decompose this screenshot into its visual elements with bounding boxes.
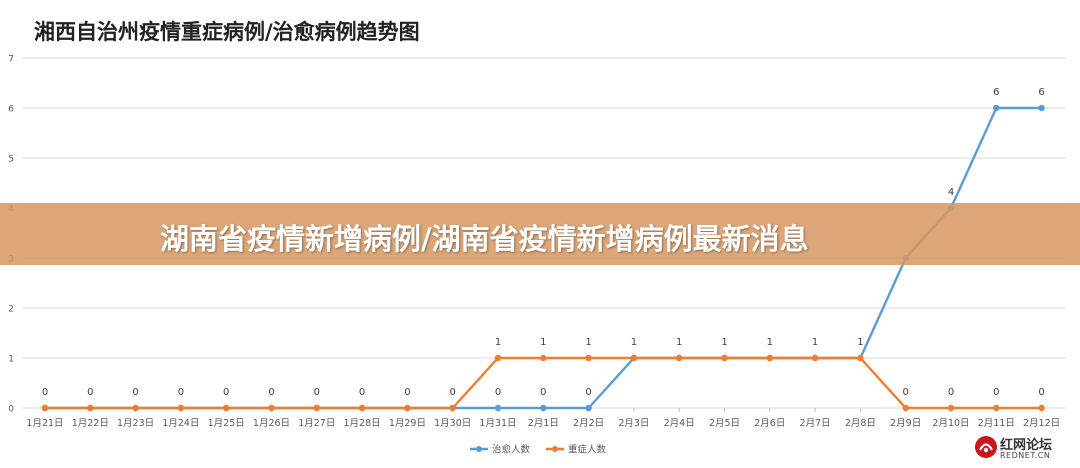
data-label: 0 [585, 387, 591, 398]
banner-text: 湖南省疫情新增病例/湖南省疫情新增病例最新消息 [160, 222, 809, 256]
x-tick-label: 1月31日 [479, 418, 516, 429]
x-tick-label: 2月10日 [932, 418, 969, 429]
data-point [41, 404, 49, 412]
data-point [449, 404, 456, 412]
data-point [811, 354, 819, 362]
y-tick-label: 2 [8, 305, 14, 315]
x-tick-label: 1月26日 [253, 418, 290, 429]
data-label: 1 [676, 337, 682, 348]
data-point [177, 404, 185, 412]
data-point [721, 354, 728, 362]
data-label: 0 [42, 387, 48, 398]
y-tick-label: 0 [8, 405, 14, 415]
legend-marker [476, 446, 482, 452]
x-tick-label: 2月6日 [754, 418, 785, 429]
chart-title: 湘西自治州疫情重症病例/治愈病例趋势图 [34, 20, 420, 44]
series-line-severe [45, 356, 1042, 410]
data-label: 0 [87, 387, 93, 398]
data-label: 0 [314, 387, 320, 398]
x-tick-label: 1月21日 [26, 418, 63, 429]
data-label: 0 [993, 387, 999, 398]
x-tick-label: 2月9日 [890, 418, 921, 429]
data-label: 0 [132, 387, 138, 398]
data-point [993, 104, 1000, 112]
rednet-logo-icon [975, 436, 997, 458]
x-tick-label: 1月29日 [389, 418, 426, 429]
x-tick-label: 2月8日 [845, 418, 876, 429]
data-point [404, 404, 411, 412]
legend-label: 重症人数 [568, 444, 607, 456]
x-tick-label: 1月22日 [72, 418, 109, 429]
x-tick-label: 1月28日 [344, 418, 381, 429]
overlay-banner: 湖南省疫情新增病例/湖南省疫情新增病例最新消息 [0, 203, 1080, 265]
data-point [494, 354, 502, 362]
data-label: 0 [495, 387, 501, 398]
data-point [630, 354, 638, 362]
x-tick-label: 2月1日 [528, 418, 559, 429]
data-label: 6 [1038, 87, 1044, 98]
data-point [268, 404, 275, 412]
x-tick-label: 1月25日 [208, 418, 245, 429]
watermark-sub: REDNET.CN [1000, 451, 1051, 460]
y-tick-label: 6 [8, 105, 14, 115]
data-label: 0 [223, 387, 229, 398]
data-label: 1 [585, 337, 591, 348]
data-label: 1 [721, 337, 727, 348]
y-tick-label: 1 [8, 355, 14, 365]
data-point [857, 354, 864, 362]
data-label: 1 [767, 337, 773, 348]
x-tick-label: 2月5日 [709, 418, 740, 429]
data-point [132, 404, 139, 412]
data-label: 1 [857, 337, 863, 348]
data-point [494, 404, 502, 412]
data-point [1038, 104, 1045, 112]
legend-marker [552, 446, 558, 452]
data-point [947, 404, 955, 412]
data-label: 0 [1038, 387, 1044, 398]
data-point [766, 354, 773, 362]
data-label: 0 [450, 387, 456, 398]
data-point [993, 404, 1000, 412]
data-point [902, 404, 909, 412]
data-label: 0 [178, 387, 184, 398]
legend-label: 治愈人数 [492, 444, 531, 456]
watermark: 红网论坛 REDNET.CN [974, 432, 1074, 466]
x-tick-label: 1月24日 [162, 418, 199, 429]
data-point [585, 404, 592, 412]
data-label: 1 [812, 337, 818, 348]
x-tick-label: 1月30日 [434, 418, 471, 429]
data-point [1038, 404, 1045, 412]
y-tick-label: 7 [8, 55, 14, 65]
data-label: 6 [993, 87, 999, 98]
data-label: 1 [495, 337, 501, 348]
x-tick-label: 2月4日 [664, 418, 695, 429]
x-tick-label: 1月27日 [298, 418, 335, 429]
data-label: 4 [948, 187, 954, 198]
data-point [358, 404, 366, 412]
data-point [540, 404, 547, 412]
data-label: 0 [268, 387, 274, 398]
watermark-name: 红网论坛 [1000, 438, 1053, 453]
x-tick-label: 2月2日 [573, 418, 604, 429]
data-label: 0 [540, 387, 546, 398]
x-tick-label: 2月7日 [800, 418, 831, 429]
data-point [87, 404, 94, 412]
data-label: 1 [631, 337, 637, 348]
x-tick-label: 2月11日 [978, 418, 1015, 429]
y-tick-label: 5 [8, 155, 14, 165]
x-tick-label: 2月3日 [618, 418, 649, 429]
x-tick-label: 2月12日 [1023, 418, 1060, 429]
data-label: 0 [359, 387, 365, 398]
data-label: 0 [903, 387, 909, 398]
x-tick-label: 1月23日 [117, 418, 154, 429]
data-point [585, 354, 592, 362]
data-label: 0 [948, 387, 954, 398]
data-label: 0 [404, 387, 410, 398]
data-label: 1 [540, 337, 546, 348]
data-point [676, 354, 683, 362]
data-point [223, 404, 230, 412]
data-point [540, 354, 547, 362]
data-point [313, 404, 320, 412]
